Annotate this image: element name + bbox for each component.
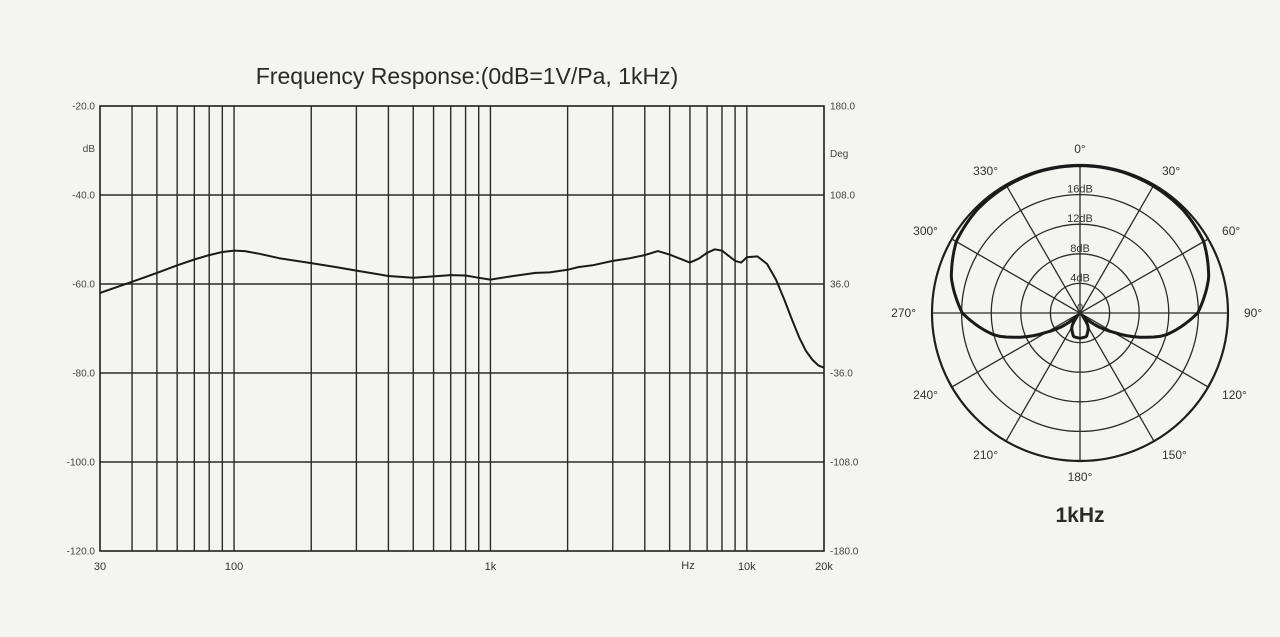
polar-angle-label: 0° [1074, 142, 1086, 156]
x-tick-label: 100 [225, 561, 243, 573]
polar-angle-label: 60° [1222, 224, 1240, 238]
y-tick-label: -60.0 [72, 280, 95, 291]
polar-angle-label: 90° [1244, 306, 1262, 320]
polar-angle-labels: 0° 30° 60° 90° 120° 150° 180° 210° 240° 270° 300° 3… [891, 142, 1262, 484]
polar-curve-layer [949, 164, 1211, 340]
polar-angle-label: 240° [913, 388, 938, 402]
y-tick-label: -80.0 [72, 369, 95, 380]
polar-ring-label: 8dB [1070, 243, 1090, 255]
x-tick-label: 1k [485, 561, 497, 573]
polar-spoke [1005, 184, 1155, 442]
y2-tick-label: 180.0 [830, 102, 855, 113]
y-tick-label: -100.0 [67, 458, 96, 469]
y-tick-label: -20.0 [72, 102, 95, 113]
y-tick-label: -120.0 [67, 547, 96, 558]
polar-angle-label: 330° [973, 164, 998, 178]
x-tick-label: 30 [94, 561, 106, 573]
y-tick-label: -40.0 [72, 191, 95, 202]
frequency-response-curve [99, 248, 825, 369]
y2-tick-label: -180.0 [830, 547, 859, 558]
left-axis-unit: dB [83, 144, 96, 155]
polar-frequency-label: 1kHz [1055, 504, 1104, 527]
response-curve-layer [99, 248, 825, 369]
y2-tick-label: 108.0 [830, 191, 855, 202]
horizontal-gridlines [100, 194, 824, 463]
vertical-gridlines [131, 106, 748, 551]
frequency-response-chart: -20.0 -40.0 -60.0 -80.0 -100.0 -120.0 180.0 10… [67, 102, 859, 574]
x-axis-ticks: 30 100 1k 10k 20k [94, 561, 833, 573]
right-axis-unit: Deg [830, 149, 848, 160]
y2-tick-label: -108.0 [830, 458, 859, 469]
polar-ring-label: 4dB [1070, 272, 1090, 284]
x-tick-label: 10k [738, 561, 756, 573]
polar-angle-label: 210° [973, 448, 998, 462]
y2-tick-label: 36.0 [830, 280, 850, 291]
polar-ring-label: 12dB [1067, 213, 1093, 225]
polar-pattern-chart: 0 4dB 8dB 12dB 16dB 0° 30° 60° 90° 120° 150° 180° 2… [891, 142, 1262, 527]
polar-angle-label: 180° [1068, 470, 1093, 484]
polar-pattern-curve [949, 164, 1211, 340]
polar-ring-label: 0 [1077, 302, 1083, 314]
right-axis-ticks: 180.0 108.0 36.0 -36.0 -108.0 -180.0 [830, 102, 859, 558]
polar-angle-label: 300° [913, 224, 938, 238]
polar-angle-label: 150° [1162, 448, 1187, 462]
chart-title: Frequency Response:(0dB=1V/Pa, 1kHz) [256, 63, 679, 89]
polar-angle-label: 30° [1162, 164, 1180, 178]
plot-frame [99, 105, 825, 552]
x-tick-label: 20k [815, 561, 833, 573]
y2-tick-label: -36.0 [830, 369, 853, 380]
polar-ring-label: 16dB [1067, 184, 1093, 196]
polar-angle-label: 270° [891, 306, 916, 320]
polar-ring-labels: 0 4dB 8dB 12dB 16dB [1067, 184, 1093, 314]
hz-label: Hz [681, 560, 694, 572]
polar-angle-label: 120° [1222, 388, 1247, 402]
left-axis-ticks: -20.0 -40.0 -60.0 -80.0 -100.0 -120.0 [67, 102, 96, 558]
